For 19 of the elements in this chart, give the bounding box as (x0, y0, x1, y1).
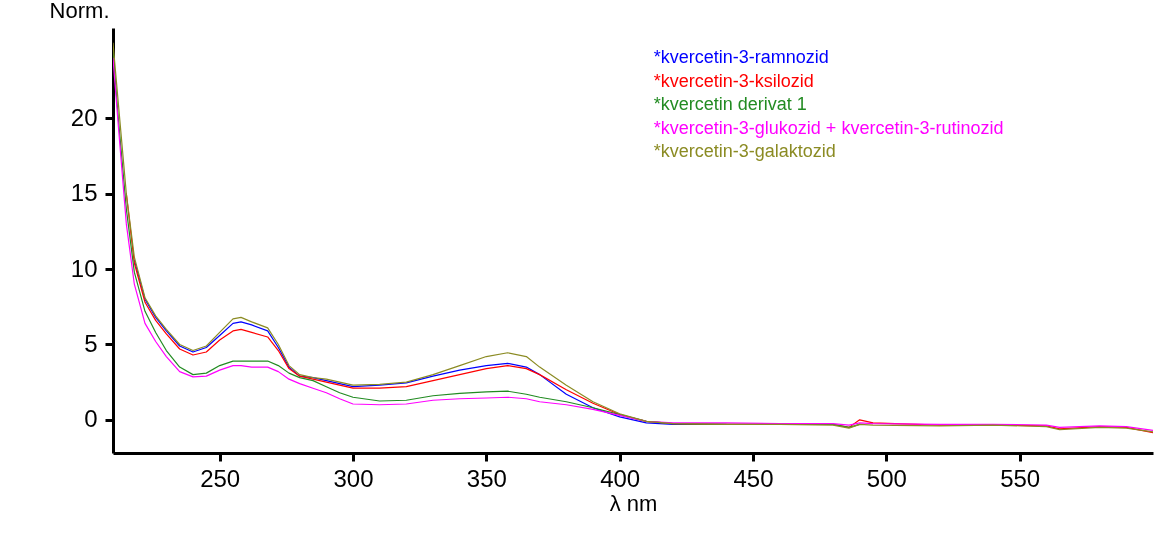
text: *kvercetin derivat 1 (653, 94, 807, 114)
y-tick-label: 15 (70, 179, 98, 207)
x-axis-title: λ nm (609, 490, 658, 516)
y-tick-label: 0 (84, 405, 98, 433)
text: *kvercetin-3-galaktozid (653, 141, 836, 161)
text: *kvercetin-3-ramnozid (653, 47, 829, 67)
x-tick-label: 250 (200, 464, 241, 492)
x-tick-label: 450 (733, 464, 774, 492)
y-axis-title: Norm. (49, 0, 110, 23)
x-tick-label: 400 (600, 464, 641, 492)
y-tick-label: 20 (70, 103, 98, 131)
x-tick-label: 300 (333, 464, 374, 492)
y-tick-label: 5 (84, 329, 98, 357)
x-tick-label: 500 (866, 464, 907, 492)
x-tick-label: 350 (466, 464, 507, 492)
x-tick-label: 550 (1000, 464, 1041, 492)
y-tick-label: 10 (70, 254, 98, 282)
text: *kvercetin-3-glukozid + kvercetin-3-rutinozid (653, 117, 1004, 138)
text: *kvercetin-3-ksilozid (653, 70, 814, 91)
